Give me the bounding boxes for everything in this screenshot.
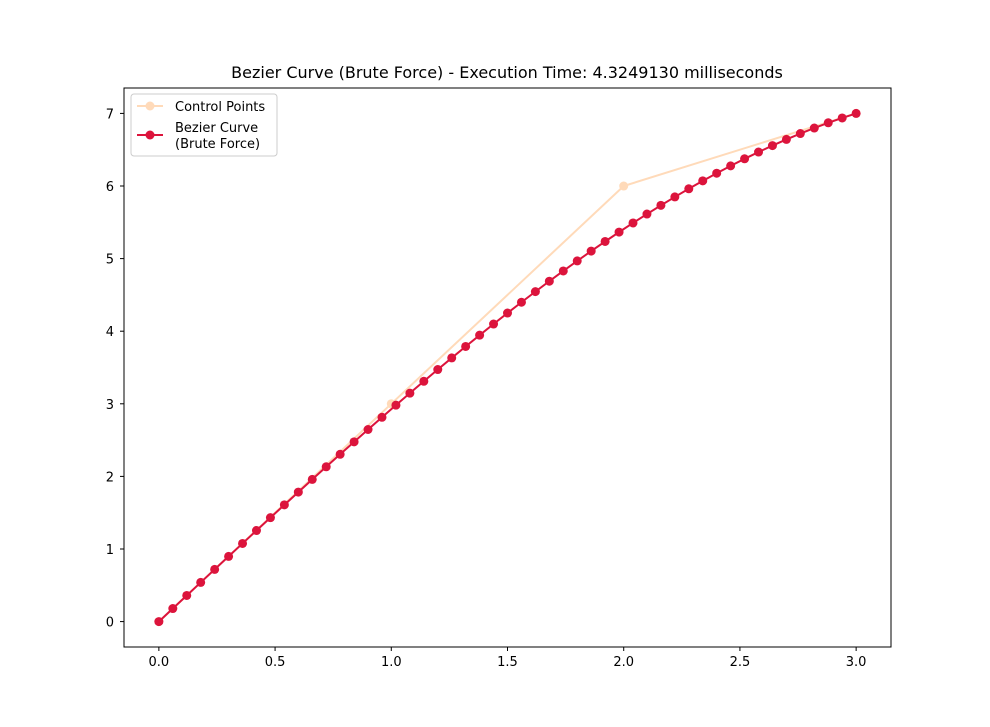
data-point-1-11 xyxy=(307,474,317,484)
data-point-1-14 xyxy=(349,437,359,447)
legend-label-1: Bezier Curve (Brute Force) xyxy=(175,121,260,152)
data-point-1-34 xyxy=(628,218,638,228)
data-point-1-46 xyxy=(795,129,805,139)
data-point-1-7 xyxy=(251,526,261,536)
data-point-1-21 xyxy=(447,353,457,363)
data-point-1-5 xyxy=(224,551,234,561)
data-point-1-50 xyxy=(851,108,861,118)
data-point-1-49 xyxy=(837,113,847,123)
data-point-1-35 xyxy=(642,209,652,219)
data-point-1-24 xyxy=(489,319,499,329)
data-point-1-8 xyxy=(265,513,275,523)
data-point-1-41 xyxy=(726,161,736,171)
data-point-1-16 xyxy=(377,412,387,422)
data-point-1-12 xyxy=(321,462,331,472)
data-point-1-31 xyxy=(586,246,596,256)
data-point-1-32 xyxy=(600,236,610,246)
data-point-1-9 xyxy=(279,500,289,510)
y-tick-label: 2 xyxy=(106,470,114,485)
data-point-1-42 xyxy=(740,154,750,164)
data-point-1-29 xyxy=(558,266,568,276)
data-point-1-20 xyxy=(433,365,443,375)
data-point-1-33 xyxy=(614,227,624,237)
data-point-1-15 xyxy=(363,425,373,434)
x-tick-label: 2.0 xyxy=(613,655,634,670)
y-tick-label: 6 xyxy=(106,180,114,195)
data-point-1-43 xyxy=(754,147,764,157)
data-point-1-40 xyxy=(712,168,722,178)
ticks-layer: 0.0 0.5 1.0 1.5 2.0 2.5 3.0 0 1 2 3 4 5 6 7 xyxy=(106,107,867,670)
y-tick-label: 0 xyxy=(106,616,114,631)
y-tick-label: 4 xyxy=(106,325,114,340)
x-tick-label: 3.0 xyxy=(846,655,867,670)
y-tick-label: 5 xyxy=(106,253,114,268)
chart-title: Bezier Curve (Brute Force) - Execution T… xyxy=(231,63,783,82)
series-line-1 xyxy=(158,112,857,623)
data-point-1-2 xyxy=(182,590,192,600)
data-point-1-48 xyxy=(823,118,833,128)
data-point-1-26 xyxy=(516,297,526,307)
data-point-1-30 xyxy=(572,256,582,266)
series-line-0 xyxy=(158,112,857,623)
data-point-1-3 xyxy=(196,577,206,587)
legend-marker-1 xyxy=(145,130,155,140)
legend-box xyxy=(130,93,278,157)
data-point-1-38 xyxy=(684,184,694,194)
data-point-1-0 xyxy=(154,617,164,627)
x-tick-label: 2.5 xyxy=(730,655,751,670)
data-point-1-22 xyxy=(461,341,471,351)
data-point-1-28 xyxy=(544,276,554,286)
legend-label-0: Control Points xyxy=(175,100,265,115)
data-point-1-25 xyxy=(503,308,512,318)
data-point-1-23 xyxy=(475,330,485,340)
data-point-1-39 xyxy=(698,176,708,186)
data-point-1-18 xyxy=(405,388,415,398)
data-point-1-45 xyxy=(781,134,791,144)
data-point-1-1 xyxy=(168,604,178,614)
data-point-0-2 xyxy=(619,181,629,191)
data-point-1-19 xyxy=(419,376,429,386)
series-layer xyxy=(154,108,861,627)
data-point-1-44 xyxy=(767,141,777,151)
data-point-1-37 xyxy=(670,192,680,202)
data-point-1-13 xyxy=(335,449,345,459)
x-tick-label: 0.5 xyxy=(265,655,286,670)
series-0 xyxy=(154,108,861,627)
y-tick-label: 3 xyxy=(106,398,114,413)
data-point-1-6 xyxy=(238,538,248,548)
x-tick-label: 1.5 xyxy=(497,655,518,670)
legend-marker-0 xyxy=(145,101,155,111)
data-point-1-47 xyxy=(809,123,819,133)
data-point-1-10 xyxy=(293,487,303,497)
data-point-1-17 xyxy=(391,400,401,410)
series-1 xyxy=(154,108,861,627)
legend: Control Points Bezier Curve (Brute Force) xyxy=(130,93,278,157)
data-point-1-36 xyxy=(656,200,666,210)
y-tick-label: 1 xyxy=(106,543,114,558)
x-tick-label: 1.0 xyxy=(381,655,402,670)
y-tick-label: 7 xyxy=(106,107,114,122)
x-tick-label: 0.0 xyxy=(149,655,170,670)
data-point-1-4 xyxy=(210,564,220,574)
data-point-1-27 xyxy=(530,287,540,297)
plot-frame xyxy=(123,87,892,648)
